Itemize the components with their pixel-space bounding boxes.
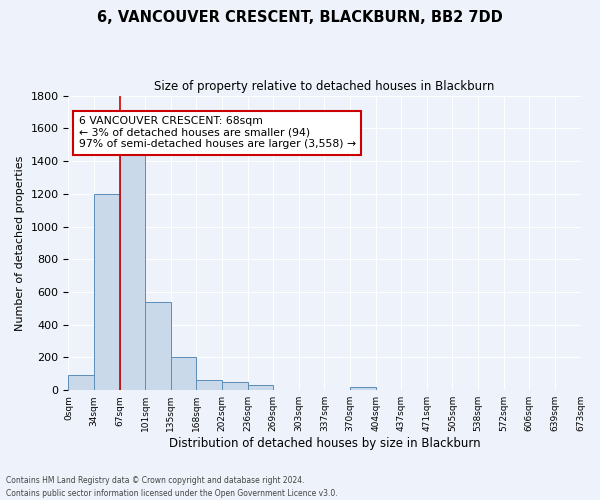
Bar xyxy=(94,194,119,390)
Bar xyxy=(222,382,248,390)
Bar xyxy=(196,380,222,390)
Title: Size of property relative to detached houses in Blackburn: Size of property relative to detached ho… xyxy=(154,80,494,93)
Bar xyxy=(171,356,196,390)
Bar xyxy=(350,387,376,390)
Y-axis label: Number of detached properties: Number of detached properties xyxy=(15,155,25,330)
Bar xyxy=(248,386,273,390)
Text: 6 VANCOUVER CRESCENT: 68sqm
← 3% of detached houses are smaller (94)
97% of semi: 6 VANCOUVER CRESCENT: 68sqm ← 3% of deta… xyxy=(79,116,356,150)
Text: Contains HM Land Registry data © Crown copyright and database right 2024.
Contai: Contains HM Land Registry data © Crown c… xyxy=(6,476,338,498)
Text: 6, VANCOUVER CRESCENT, BLACKBURN, BB2 7DD: 6, VANCOUVER CRESCENT, BLACKBURN, BB2 7D… xyxy=(97,10,503,25)
Bar xyxy=(145,302,171,390)
Bar xyxy=(119,151,145,390)
X-axis label: Distribution of detached houses by size in Blackburn: Distribution of detached houses by size … xyxy=(169,437,480,450)
Bar xyxy=(68,376,94,390)
